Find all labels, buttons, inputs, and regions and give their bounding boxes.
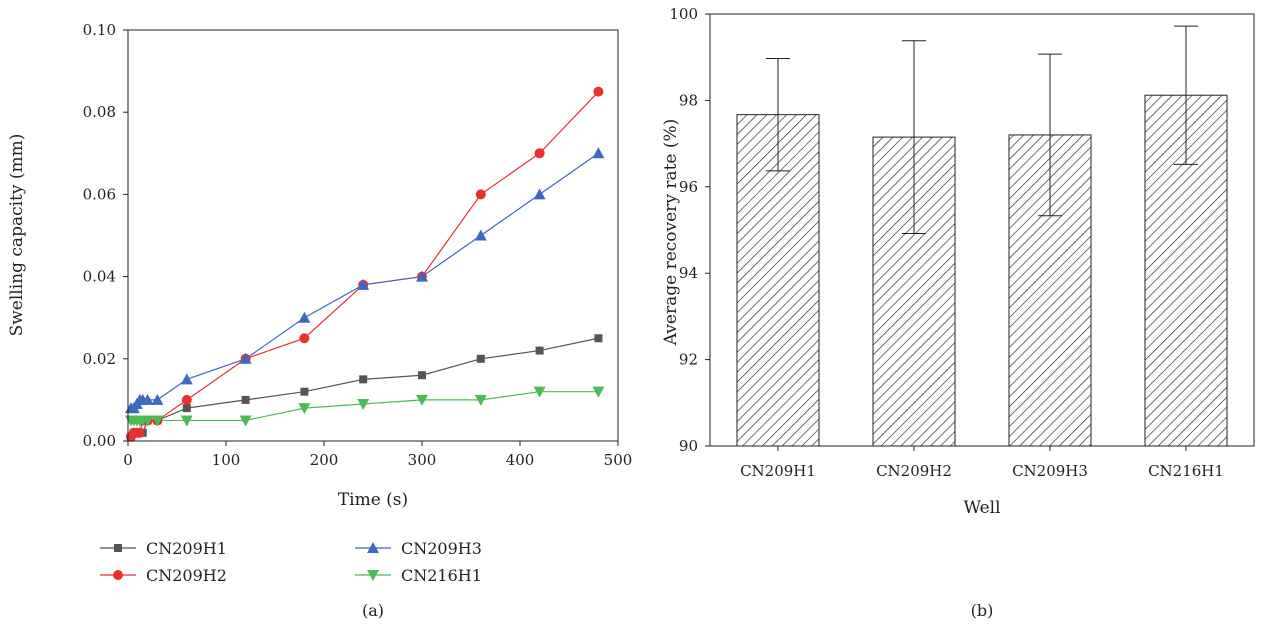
y-tick-label: 0.04 xyxy=(83,268,116,286)
series-line-cn209h2 xyxy=(130,91,599,438)
data-point xyxy=(357,278,370,290)
data-point xyxy=(180,373,193,385)
data-point xyxy=(141,393,154,405)
data-point xyxy=(357,399,370,411)
legend-label: CN209H1 xyxy=(146,539,227,558)
data-point xyxy=(534,148,545,159)
legend-marker xyxy=(114,544,122,552)
series-line-cn209h1 xyxy=(130,337,599,438)
x-axis-ticks: 0 100 200 300 400 500 xyxy=(123,441,632,469)
y-axis-title: Average recovery rate (%) xyxy=(661,119,681,347)
y-tick-label: 0.10 xyxy=(83,21,116,39)
category-labels: CN209H1 CN209H2 CN209H3 CN216H1 xyxy=(740,446,1224,480)
data-point xyxy=(141,415,154,427)
x-tick-label: 0 xyxy=(123,451,133,469)
x-tick-label: 100 xyxy=(212,451,241,469)
data-point xyxy=(474,229,487,241)
category-label: CN209H3 xyxy=(1012,462,1088,480)
data-point xyxy=(593,86,604,97)
x-tick-label: 500 xyxy=(604,451,633,469)
data-point xyxy=(299,333,310,344)
data-point xyxy=(592,386,605,398)
data-point xyxy=(180,415,193,427)
y-axis-title: Swelling capacity (mm) xyxy=(7,134,27,337)
legend-label: CN209H2 xyxy=(146,566,227,585)
x-tick-label: 400 xyxy=(506,451,535,469)
data-point xyxy=(241,395,250,404)
y-axis-ticks: 0.00 0.02 0.04 0.06 0.08 0.10 xyxy=(83,21,128,450)
series-lines xyxy=(130,91,599,438)
data-point xyxy=(474,394,487,406)
legend-marker xyxy=(367,570,379,581)
y-tick-label: 94 xyxy=(679,264,698,282)
data-point xyxy=(134,427,145,438)
y-tick-label: 0.02 xyxy=(83,350,116,368)
legend-label: CN216H1 xyxy=(401,566,482,585)
data-point xyxy=(416,394,428,406)
category-label: CN209H1 xyxy=(740,462,816,480)
y-tick-label: 0.08 xyxy=(83,103,116,121)
data-point xyxy=(181,394,192,405)
data-point xyxy=(476,354,485,363)
data-point xyxy=(298,311,311,323)
data-point xyxy=(533,188,546,200)
legend-marker xyxy=(113,570,123,580)
panel-label-a: (a) xyxy=(362,601,384,620)
data-point xyxy=(300,387,309,396)
category-label: CN216H1 xyxy=(1148,462,1224,480)
series-markers xyxy=(124,86,605,442)
data-point xyxy=(418,371,426,380)
panel-a: 0 100 200 300 400 500 0.00 0.02 0.04 0.06 0.08 0.1… xyxy=(7,21,632,620)
data-point xyxy=(594,334,603,343)
data-point xyxy=(298,403,311,415)
panel-label-b: (b) xyxy=(971,601,994,620)
x-tick-label: 300 xyxy=(408,451,437,469)
legend-marker xyxy=(367,542,379,553)
legend: CN209H1 CN209H2 CN209H3 CN216H1 xyxy=(100,539,482,585)
y-tick-label: 90 xyxy=(679,437,698,455)
data-point xyxy=(533,386,546,398)
data-point xyxy=(151,393,164,405)
bars xyxy=(736,94,1228,447)
y-tick-label: 0.00 xyxy=(83,432,116,450)
y-tick-label: 96 xyxy=(679,178,698,196)
data-point xyxy=(359,375,368,384)
panel-b: CN209H1 CN209H2 CN209H3 CN216H1 90 92 94 96 98 1… xyxy=(661,5,1255,620)
y-axis-ticks: 90 92 94 96 98 100 xyxy=(669,5,710,455)
data-point xyxy=(151,415,164,427)
plot-frame-a xyxy=(127,29,619,442)
y-tick-label: 92 xyxy=(679,351,698,369)
x-tick-label: 200 xyxy=(310,451,339,469)
y-tick-label: 0.06 xyxy=(83,185,116,203)
data-point xyxy=(535,346,544,355)
data-point xyxy=(239,352,252,364)
x-axis-title: Well xyxy=(963,498,1000,518)
data-point xyxy=(592,147,605,159)
x-axis-title: Time (s) xyxy=(338,490,408,510)
error-bars xyxy=(766,25,1198,234)
legend-label: CN209H3 xyxy=(401,539,482,558)
y-tick-label: 100 xyxy=(669,5,698,23)
data-point xyxy=(416,270,428,282)
data-point xyxy=(475,189,486,200)
y-tick-label: 98 xyxy=(679,91,698,109)
data-point xyxy=(239,415,252,427)
category-label: CN209H2 xyxy=(876,462,952,480)
plot-frame-b xyxy=(709,13,1255,447)
data-point xyxy=(182,404,191,413)
